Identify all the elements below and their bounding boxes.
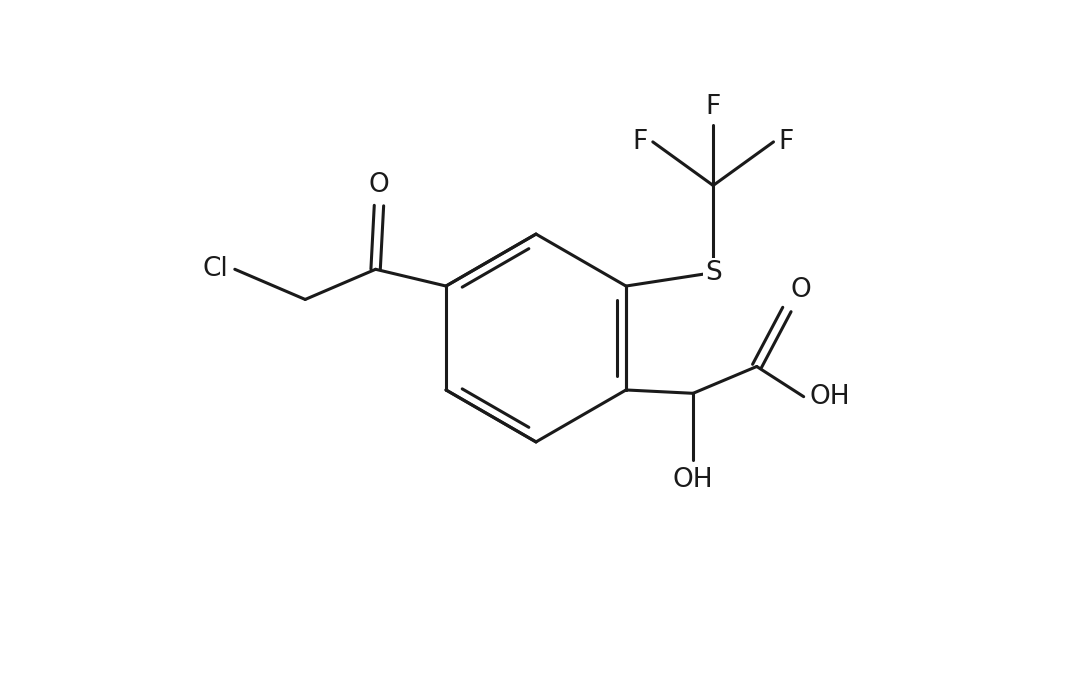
Text: S: S [704, 260, 721, 286]
Text: F: F [705, 94, 720, 120]
Text: F: F [632, 129, 647, 155]
Text: O: O [790, 276, 812, 303]
Text: O: O [369, 172, 389, 197]
Text: OH: OH [809, 384, 850, 410]
Text: F: F [779, 129, 794, 155]
Text: Cl: Cl [203, 256, 228, 283]
Text: OH: OH [673, 467, 713, 493]
